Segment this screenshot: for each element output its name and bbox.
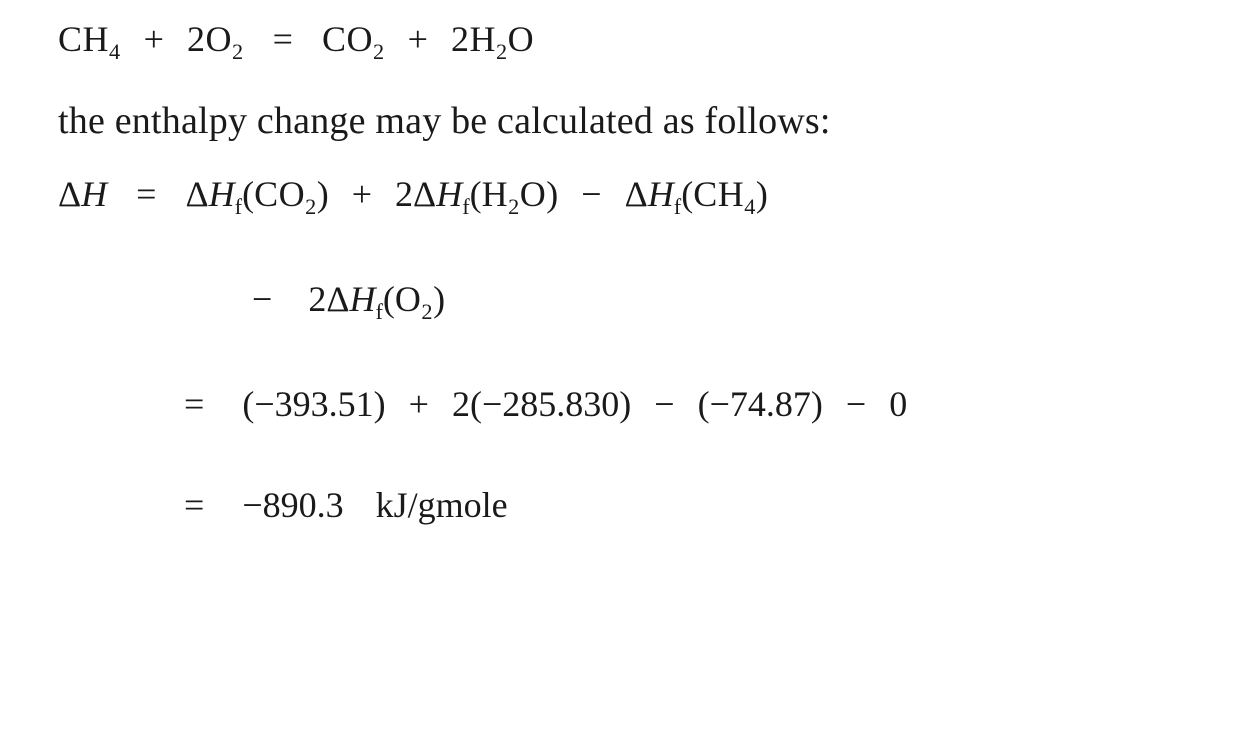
- plus-op: +: [130, 18, 178, 61]
- spacer: [58, 321, 1224, 383]
- f-sub: f: [462, 194, 469, 219]
- spacer: [58, 145, 1224, 173]
- arg-co2: CO2: [254, 173, 317, 216]
- val-ch4: −74.87: [710, 384, 811, 424]
- minus-op-3: −: [640, 383, 688, 426]
- species-2h2o: 2H2O: [451, 18, 534, 61]
- minus-op-1: −: [567, 173, 615, 216]
- f-sub: f: [235, 194, 242, 219]
- close-paren: ): [317, 174, 329, 214]
- open-paren: (: [470, 384, 482, 424]
- h-symbol: H: [81, 174, 107, 214]
- h-symbol: H: [648, 174, 674, 214]
- coeff-2: 2: [187, 19, 206, 59]
- result-unit: kJ/gmole: [376, 485, 508, 525]
- numeric-line: = (−393.51) + 2(−285.830) − (−74.87) − 0: [58, 383, 1224, 426]
- minus-op-4: −: [832, 383, 880, 426]
- o2-sub: 2: [232, 39, 244, 64]
- open-paren: (: [383, 279, 395, 319]
- dhf-co2: ΔHf: [185, 173, 242, 216]
- delta-symbol: Δ: [625, 174, 648, 214]
- o2-base-2: O: [395, 279, 422, 319]
- arg-o2: O2: [395, 278, 433, 321]
- equals-op-2: =: [116, 173, 176, 216]
- result-line: = −890.3 kJ/gmole: [58, 484, 1224, 527]
- open-paren: (: [242, 174, 254, 214]
- val-co2: −393.51: [254, 384, 373, 424]
- equals-op-3: =: [184, 384, 204, 424]
- close-paren: ): [811, 384, 823, 424]
- f-sub: f: [375, 299, 382, 324]
- delta-symbol: Δ: [326, 279, 349, 319]
- h-symbol: H: [209, 174, 235, 214]
- spacer: [58, 426, 1224, 484]
- delta-symbol: Δ: [58, 174, 81, 214]
- arg-h2o: H2O: [482, 173, 547, 216]
- delta-symbol: Δ: [413, 174, 436, 214]
- h2o-2b: 2: [508, 194, 520, 219]
- close-paren: ): [433, 279, 445, 319]
- species-co2: CO2: [322, 18, 385, 61]
- ch4-sub: 4: [109, 39, 121, 64]
- spacer: [58, 216, 1224, 278]
- result-value: −890.3: [242, 485, 343, 525]
- close-paren: ): [546, 174, 558, 214]
- o2-sub-2: 2: [421, 299, 433, 324]
- h-symbol: H: [349, 279, 375, 319]
- plus-op-3: +: [338, 173, 386, 216]
- lead-text: the enthalpy change may be calculated as…: [58, 99, 1224, 145]
- coeff-2d: 2: [308, 279, 326, 319]
- open-paren: (: [470, 174, 482, 214]
- h2o-2: 2: [496, 39, 508, 64]
- co2-sub: 2: [373, 39, 385, 64]
- co2-base-2: CO: [254, 174, 305, 214]
- delta-h-lhs: ΔH: [58, 173, 107, 216]
- coeff-2b: 2: [451, 19, 470, 59]
- coeff-2c: 2: [395, 174, 413, 214]
- enthalpy-line-1: ΔH = ΔHf (CO2) + 2ΔHf(H2O) − ΔHf(CH4): [58, 173, 1224, 216]
- reaction-equation: CH4 + 2O2 = CO2 + 2H2O: [58, 18, 1224, 61]
- dhf-ch4: ΔHf: [625, 173, 682, 216]
- ch4-base: CH: [58, 19, 109, 59]
- enthalpy-line-2: − 2ΔHf(O2): [58, 278, 1224, 321]
- equals-op: =: [253, 18, 313, 61]
- val-h2o: −285.830: [482, 384, 619, 424]
- document-page: CH4 + 2O2 = CO2 + 2H2O the enthalpy chan…: [0, 0, 1258, 546]
- h2o-o2: O: [520, 174, 547, 214]
- arg-ch4: CH4: [693, 173, 756, 216]
- co2-sub-2: 2: [305, 194, 317, 219]
- close-paren: ): [619, 384, 631, 424]
- ch4-base-2: CH: [693, 174, 744, 214]
- spacer: [58, 61, 1224, 99]
- delta-symbol: Δ: [185, 174, 208, 214]
- h-symbol: H: [436, 174, 462, 214]
- dhf-h2o: ΔHf: [413, 173, 470, 216]
- coeff-2e: 2: [452, 384, 470, 424]
- equals-op-4: =: [184, 485, 204, 525]
- minus-op-2: −: [252, 279, 272, 319]
- open-paren: (: [242, 384, 254, 424]
- h2o-o: O: [508, 19, 535, 59]
- o2-base: O: [205, 19, 232, 59]
- species-2o2: 2O2: [187, 18, 244, 61]
- dhf-o2: ΔHf: [326, 278, 383, 321]
- val-o2: 0: [889, 384, 907, 424]
- species-ch4: CH4: [58, 18, 121, 61]
- h2o-h: H: [469, 19, 496, 59]
- plus-op-4: +: [395, 383, 443, 426]
- h2o-h2: H: [482, 174, 509, 214]
- open-paren: (: [698, 384, 710, 424]
- open-paren: (: [681, 174, 693, 214]
- co2-base: CO: [322, 19, 373, 59]
- close-paren: ): [756, 174, 768, 214]
- ch4-sub-2: 4: [744, 194, 756, 219]
- plus-op-2: +: [394, 18, 442, 61]
- close-paren: ): [374, 384, 386, 424]
